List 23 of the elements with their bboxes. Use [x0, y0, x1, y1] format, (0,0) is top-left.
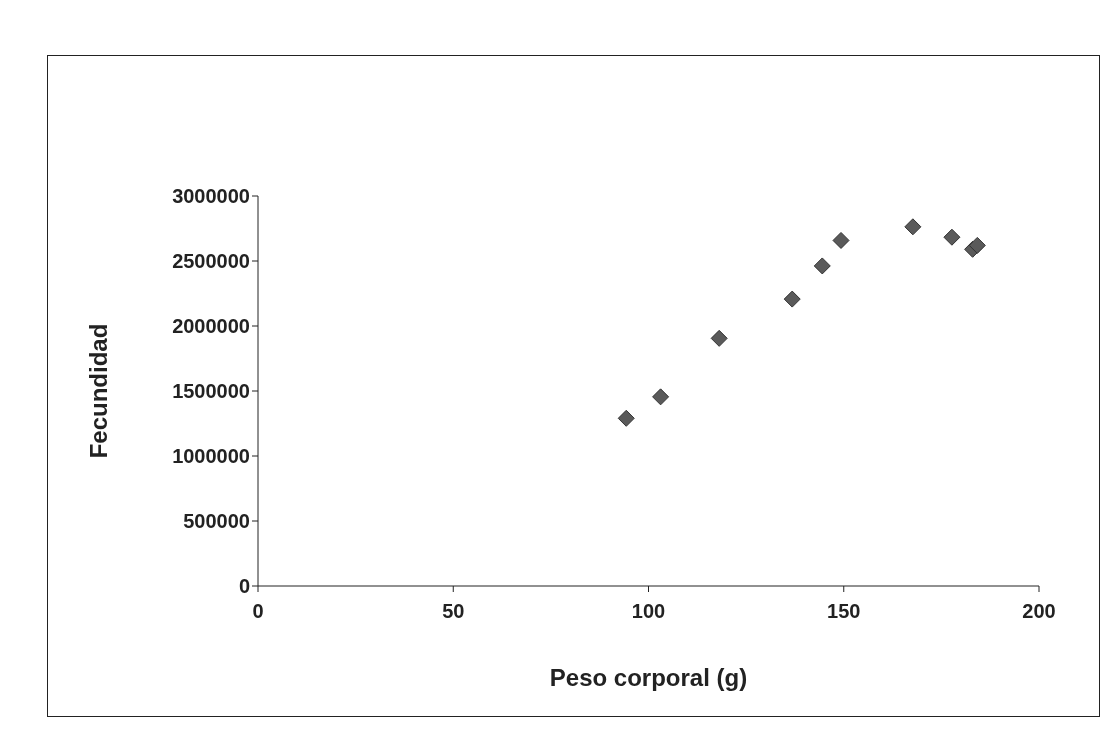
- y-axis-title: Fecundidad: [84, 323, 112, 459]
- x-tick-label: 0: [252, 600, 264, 623]
- point: [652, 388, 670, 406]
- x-axis-title: Peso corporal (g): [549, 664, 748, 691]
- x-tick-label: 150: [827, 600, 861, 623]
- y-tick-label: 2500000: [172, 250, 250, 273]
- point: [813, 257, 831, 275]
- point: [904, 218, 922, 236]
- point: [783, 290, 801, 308]
- point: [710, 329, 728, 347]
- y-tick-label: 1500000: [172, 380, 250, 403]
- x-tick-label: 100: [631, 600, 666, 623]
- x-tick-label: 200: [1022, 600, 1056, 623]
- y-tick-label: 1000000: [172, 445, 250, 468]
- y-tick-label: 500000: [183, 510, 250, 533]
- x-tick-label: 50: [442, 600, 465, 623]
- y-tick-label: 0: [238, 575, 250, 598]
- point: [943, 228, 961, 246]
- point: [832, 231, 850, 249]
- point: [617, 409, 635, 427]
- point: [968, 236, 986, 254]
- y-tick-label: 3000000: [172, 185, 250, 208]
- y-tick-label: 2000000: [172, 315, 250, 338]
